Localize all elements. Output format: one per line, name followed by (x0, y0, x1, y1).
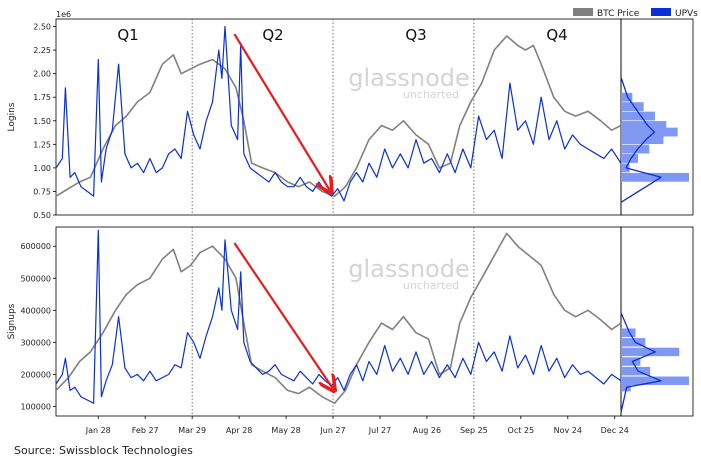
xtick-label: Apr 28 (226, 426, 253, 435)
quarter-label-q3: Q3 (405, 26, 426, 44)
logins-trend-arrow (234, 34, 329, 190)
logins-ylabel: Logins (7, 102, 17, 131)
legend-label-upvs: UPVs (675, 9, 698, 19)
signups-hist-bar (621, 357, 640, 366)
logins-ytick-label: 1.00 (33, 164, 51, 173)
logins-series-btc-price (56, 36, 621, 196)
logins-ytick-label: 2.25 (33, 46, 51, 55)
signups-panel: 100000 200000 300000 400000 500000 600000 Sign… (7, 227, 693, 416)
quarter-label-q1: Q1 (117, 26, 138, 44)
xtick-label: Sep 25 (460, 426, 488, 435)
signups-ytick-label: 200000 (20, 370, 51, 379)
signups-ytick-label: 100000 (20, 402, 51, 411)
logins-plot-frame (56, 19, 621, 215)
xtick-label: Aug 26 (413, 426, 441, 435)
legend-swatch-btc-price (573, 8, 593, 16)
xtick-label: Nov 24 (554, 426, 582, 435)
logins-ytick-label: 0.50 (33, 211, 51, 220)
signups-ytick-label: 400000 (20, 306, 51, 315)
xtick-label: Mar 29 (178, 426, 206, 435)
logins-hist-bar (621, 128, 678, 137)
logins-ytick-label: 1.75 (33, 93, 51, 102)
logins-ytick-label: 0.75 (33, 187, 51, 196)
quarter-label-q4: Q4 (546, 26, 567, 44)
signups-ytick-label: 300000 (20, 338, 51, 347)
xtick-label: Oct 25 (508, 426, 535, 435)
logins-ytick-label: 1.50 (33, 117, 51, 126)
legend: BTC Price UPVs (573, 8, 698, 19)
signups-ytick-label: 600000 (20, 242, 51, 251)
signups-hist-frame (621, 227, 693, 416)
xtick-label: Jun 27 (319, 426, 345, 435)
xtick-label: Jan 28 (85, 426, 111, 435)
source-caption: Source: Swissblock Technologies (14, 444, 193, 457)
signups-ylabel: Signups (7, 303, 17, 339)
signups-ytick-label: 500000 (20, 274, 51, 283)
logins-hist-bar (621, 135, 664, 144)
legend-swatch-upvs (651, 8, 671, 16)
signups-series-upvs (56, 230, 621, 403)
xtick-label: May 28 (271, 426, 300, 435)
quarter-label-q2: Q2 (262, 26, 283, 44)
x-axis: Jan 28 Feb 27 Mar 29 Apr 28 May 28 Jun 27 Jul … (85, 416, 629, 435)
legend-label-btc-price: BTC Price (597, 9, 640, 19)
y-scale-multiplier: 1e6 (56, 10, 71, 19)
xtick-label: Feb 27 (132, 426, 159, 435)
signups-plot-frame (56, 227, 621, 416)
logins-panel: 0.50 0.75 1.00 1.25 1.50 1.75 2.00 2.25 2.50 Logi… (7, 19, 693, 220)
logins-ytick-label: 2.00 (33, 70, 51, 79)
logins-ytick-label: 1.25 (33, 140, 51, 149)
logins-watermark-sub: uncharted (403, 88, 459, 101)
logins-ytick-label: 2.50 (33, 23, 51, 32)
xtick-label: Dec 24 (601, 426, 629, 435)
signups-trend-arrow (234, 243, 333, 389)
signups-watermark-sub: uncharted (403, 279, 459, 292)
xtick-label: Jul 27 (368, 426, 391, 435)
